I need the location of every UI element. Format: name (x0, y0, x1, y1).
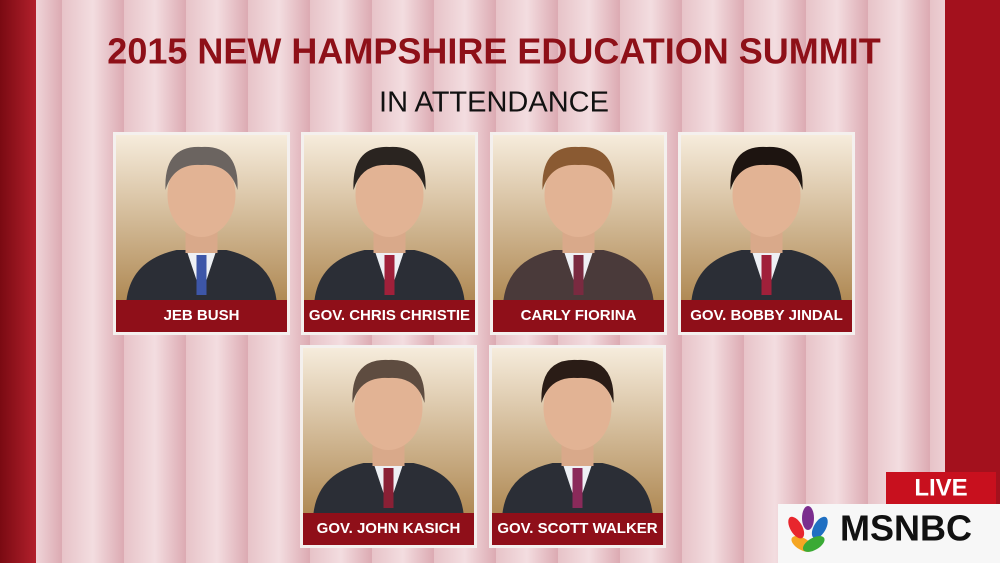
tie (384, 255, 395, 295)
attendee-card: GOV. BOBBY JINDAL (678, 132, 855, 335)
name-bar (116, 300, 287, 332)
live-text: LIVE (914, 474, 967, 501)
tie (573, 255, 584, 295)
attendee-cards: JEB BUSH GOV. CHRIS CHRISTIE CARLY FIORINA… (113, 132, 855, 548)
attendee-name: CARLY FIORINA (521, 307, 637, 324)
left-edge (0, 0, 36, 563)
attendee-card: CARLY FIORINA (490, 132, 667, 335)
network-name: MSNBC (840, 508, 972, 549)
attendee-card: JEB BUSH (113, 132, 290, 335)
subtitle: IN ATTENDANCE (379, 87, 609, 119)
face (354, 366, 423, 450)
name-bar (681, 300, 852, 332)
attendee-card: GOV. JOHN KASICH (300, 345, 477, 548)
hair (542, 146, 615, 190)
tie (572, 468, 583, 508)
name-bar (492, 513, 663, 545)
hair (165, 146, 238, 190)
name-bar (303, 513, 474, 545)
face (544, 153, 613, 237)
attendee-name: GOV. BOBBY JINDAL (690, 307, 843, 324)
face (355, 153, 424, 237)
network-logo: LIVE MSNBC (778, 472, 1000, 563)
attendee-card: GOV. SCOTT WALKER (489, 345, 666, 548)
attendee-card: GOV. CHRIS CHRISTIE (301, 132, 478, 335)
attendee-name: GOV. JOHN KASICH (317, 520, 461, 537)
attendee-name: JEB BUSH (164, 307, 240, 324)
name-bar (304, 300, 475, 332)
face (732, 153, 801, 237)
right-edge (945, 0, 1000, 563)
peacock-icon (788, 506, 828, 552)
attendee-name: GOV. CHRIS CHRISTIE (309, 307, 470, 324)
tie (761, 255, 772, 295)
title: 2015 NEW HAMPSHIRE EDUCATION SUMMIT (107, 31, 880, 72)
attendee-name: GOV. SCOTT WALKER (497, 520, 657, 537)
live-badge (886, 472, 996, 504)
hair (541, 359, 614, 403)
hair (730, 146, 803, 190)
hair (352, 359, 425, 403)
face (167, 153, 236, 237)
tie (383, 468, 394, 508)
hair (353, 146, 426, 190)
tie (196, 255, 207, 295)
name-bar (493, 300, 664, 332)
face (543, 366, 612, 450)
